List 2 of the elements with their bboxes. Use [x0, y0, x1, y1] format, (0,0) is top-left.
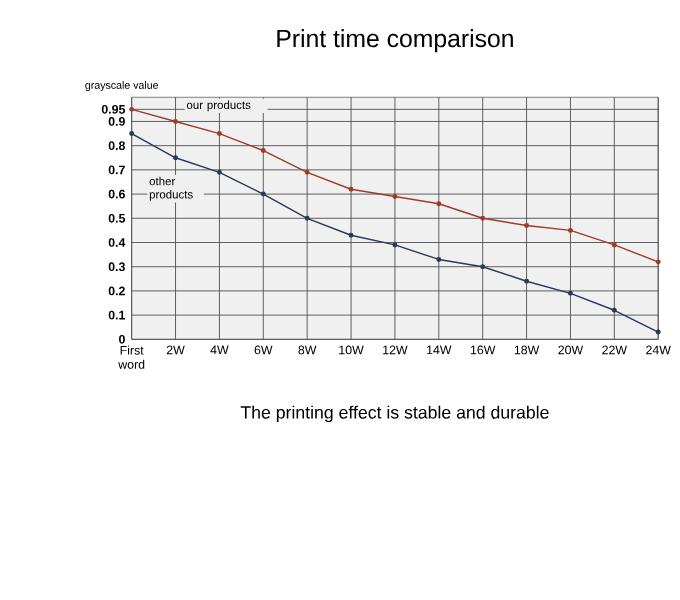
text: The printing effect is stable and durable	[240, 405, 549, 422]
chart-title: Print time comparison	[277, 28, 513, 52]
